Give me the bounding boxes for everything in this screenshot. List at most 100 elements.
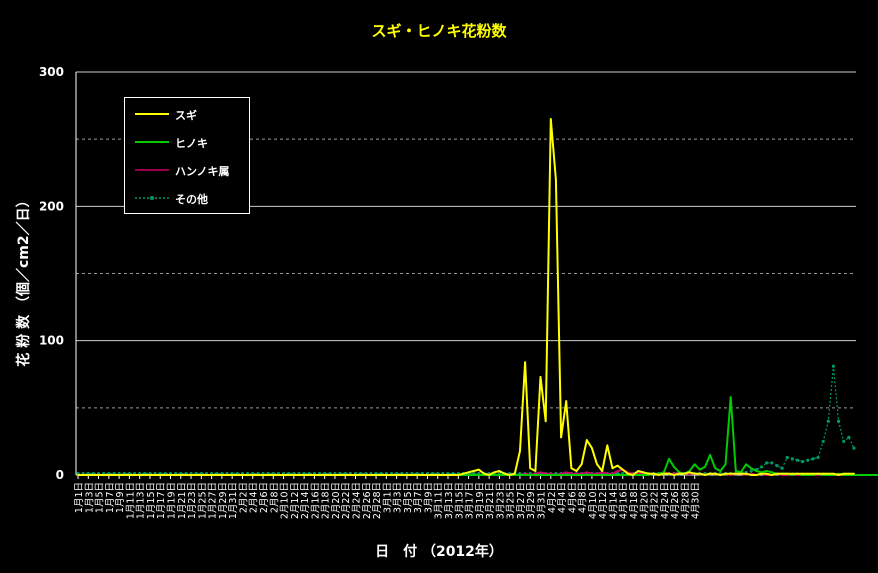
legend-label-sugi: スギ	[175, 109, 197, 122]
y-axis-label: 花 粉 数 （個／cm2／日）	[16, 193, 32, 367]
data-point	[616, 474, 619, 476]
data-point	[601, 474, 604, 476]
x-tick-label: 1月21日	[177, 482, 188, 519]
data-point	[349, 474, 352, 476]
data-point	[267, 474, 270, 476]
data-point	[755, 474, 758, 476]
data-point	[138, 474, 141, 476]
x-tick-label: 4月10日	[588, 482, 599, 519]
x-tick-label: 1月5日	[95, 482, 106, 513]
data-point	[647, 472, 650, 475]
data-point	[606, 444, 609, 447]
data-point	[719, 474, 722, 476]
data-point	[467, 471, 470, 474]
x-tick-label: 3月15日	[454, 482, 465, 519]
data-point	[318, 474, 321, 476]
data-point	[652, 472, 655, 475]
data-point	[806, 472, 809, 475]
data-point	[570, 467, 573, 470]
x-tick-label: 2月18日	[321, 482, 332, 519]
x-tick-label: 4月16日	[619, 482, 630, 519]
data-point	[765, 461, 769, 465]
data-point	[668, 472, 670, 475]
data-point	[755, 470, 758, 472]
data-point	[220, 474, 223, 476]
data-point	[498, 470, 501, 472]
data-point	[431, 474, 434, 476]
data-point	[195, 474, 198, 476]
data-point	[406, 474, 408, 476]
data-point	[688, 471, 691, 474]
x-tick-label: 4月8日	[578, 482, 589, 513]
x-tick-label: 2月24日	[352, 482, 363, 519]
x-tick-label: 3月31日	[537, 482, 548, 519]
data-point	[795, 458, 800, 462]
data-point	[780, 466, 784, 470]
data-point	[539, 474, 542, 476]
x-tick-label: 4月4日	[557, 482, 568, 513]
data-point	[826, 419, 830, 423]
data-point	[709, 472, 712, 475]
data-point	[524, 474, 526, 476]
x-tick-label: 3月7日	[413, 482, 424, 513]
data-point	[503, 472, 506, 475]
x-tick-label: 2月6日	[259, 482, 270, 513]
data-point	[287, 474, 290, 476]
data-point	[87, 474, 90, 476]
x-tick-label: 3月13日	[444, 482, 455, 519]
data-point	[760, 472, 763, 475]
data-point	[82, 474, 85, 476]
data-point	[154, 474, 156, 476]
legend-label-other: その他	[175, 193, 208, 206]
legend-label-alnus: ハンノキ属	[175, 165, 230, 178]
x-tick-label: 2月16日	[310, 482, 321, 519]
data-point	[200, 474, 203, 476]
data-point	[477, 474, 480, 476]
data-point	[616, 470, 619, 472]
y-tick-label: 200	[39, 199, 64, 213]
data-point	[750, 467, 753, 470]
data-point	[632, 474, 634, 476]
x-tick-label: 3月21日	[485, 482, 496, 519]
data-point	[832, 472, 835, 475]
data-point	[555, 178, 557, 181]
data-point	[740, 472, 742, 475]
data-point	[817, 472, 819, 475]
x-tick-label: 1月15日	[146, 482, 157, 519]
data-point	[400, 474, 403, 476]
data-point	[714, 472, 717, 475]
data-point	[539, 471, 542, 474]
x-axis-label: 日 付 （2012年）	[375, 544, 503, 560]
data-point	[580, 474, 583, 476]
data-point	[873, 474, 876, 476]
data-point	[128, 474, 131, 476]
data-point	[749, 469, 753, 473]
data-point	[477, 468, 480, 471]
x-tick-label: 2月26日	[362, 482, 373, 519]
data-point	[734, 472, 737, 475]
data-point	[159, 474, 162, 476]
chart-title: スギ・ヒノキ花粉数	[371, 22, 507, 40]
x-tick-label: 1月23日	[187, 482, 198, 519]
x-tick-label: 3月19日	[475, 482, 486, 519]
data-point	[637, 470, 640, 472]
data-point	[359, 474, 362, 476]
series-line	[78, 365, 855, 475]
data-point	[781, 472, 783, 475]
data-point	[272, 474, 275, 476]
data-point	[370, 474, 372, 476]
data-point	[745, 463, 747, 466]
data-point	[776, 472, 778, 475]
data-point	[344, 474, 347, 476]
data-point	[205, 474, 208, 476]
data-point	[611, 474, 614, 476]
data-point	[693, 463, 696, 466]
data-point	[585, 439, 588, 441]
data-point	[323, 474, 326, 476]
data-point	[236, 474, 239, 476]
data-point	[97, 474, 100, 476]
series-lines	[76, 118, 878, 476]
data-point	[174, 474, 177, 476]
data-point	[560, 436, 562, 439]
x-tick-label: 4月14日	[608, 482, 619, 519]
